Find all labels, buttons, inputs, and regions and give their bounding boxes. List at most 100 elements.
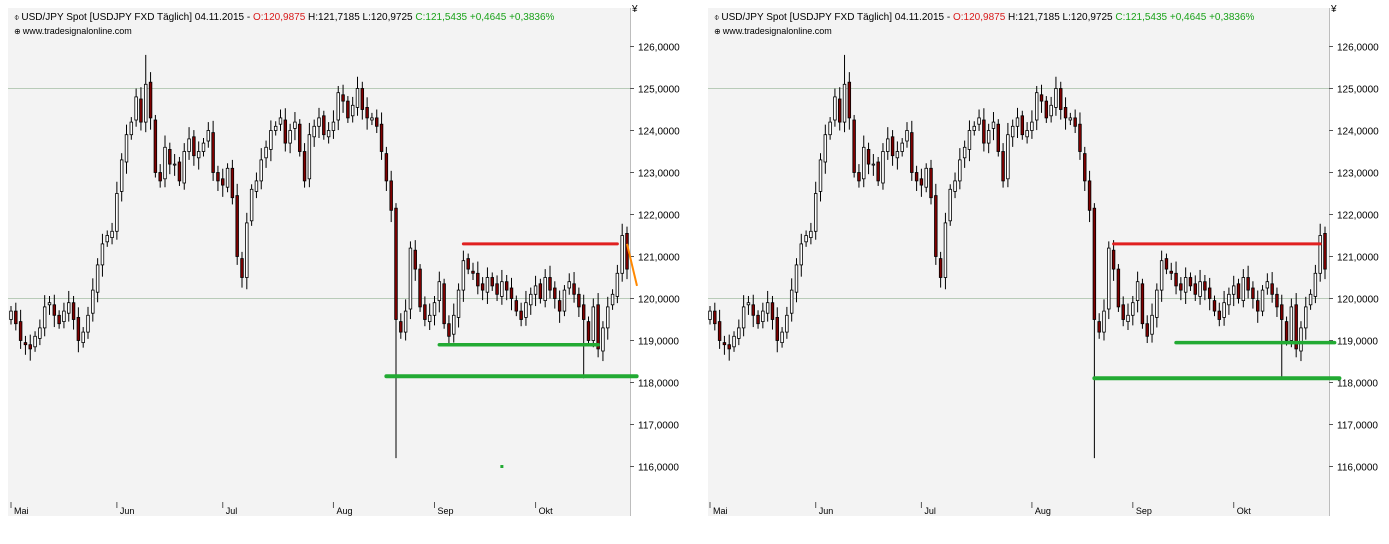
candle-body [1256, 300, 1260, 312]
candle-body [476, 272, 480, 287]
candle-body [47, 302, 52, 306]
candle-body [938, 258, 943, 278]
candle-body [996, 123, 1000, 152]
y-tick-label: 116,0000 [1337, 463, 1378, 474]
x-tick-label: Jul [924, 506, 936, 516]
candle-body [365, 107, 369, 119]
chart-panel-left: 116,0000 117,0000 118,0000 119,0000 120,0000… [8, 8, 680, 516]
candle-body [1063, 107, 1068, 119]
y-tick-label: 116,0000 [638, 463, 679, 474]
y-tick-label: 122,0000 [1337, 211, 1379, 222]
chart-title: USD/JPY Spot [USDJPY FXD Täglich] 04.11.… [21, 12, 253, 23]
candle-body [1083, 153, 1087, 182]
candle-body [1097, 321, 1101, 333]
candle-body [886, 138, 890, 152]
y-tick-label: 117,0000 [1337, 421, 1378, 432]
candle-body [1174, 272, 1178, 287]
candle-body [761, 310, 765, 323]
candle-body [172, 163, 177, 166]
candle-body [245, 222, 249, 278]
candle-body [225, 167, 230, 188]
candle-body [500, 281, 504, 297]
candle-body [432, 302, 437, 316]
candle-body [86, 314, 90, 333]
candle-body [134, 96, 138, 121]
candle-body [129, 121, 134, 136]
candle-body [804, 235, 808, 243]
candle-body [1246, 277, 1250, 291]
candle-body [982, 119, 986, 144]
candle-body [67, 302, 71, 314]
candle-body [418, 268, 422, 308]
candle-body [751, 304, 755, 316]
candle-body [18, 321, 23, 341]
candle-body [1159, 260, 1164, 291]
candle-body [177, 161, 182, 182]
y-tick-label: 119,0000 [638, 337, 679, 348]
x-tick-label: Aug [1035, 506, 1051, 516]
candle-body [553, 287, 557, 299]
candle-body [240, 258, 244, 278]
candle-body [1030, 121, 1034, 131]
source-url: www.tradesignalonline.com [722, 26, 832, 36]
candle-body [910, 132, 914, 173]
projection-arrow[interactable] [626, 243, 638, 287]
candle-body [857, 172, 861, 182]
candle-body [1020, 115, 1025, 136]
candle-body [717, 321, 722, 341]
chart-header: ⌽ USD/JPY Spot [USDJPY FXD Täglich] 04.11… [14, 12, 554, 24]
candle-body [1188, 277, 1193, 287]
candle-body [1207, 287, 1212, 299]
candle-body [794, 264, 799, 293]
candle-body [91, 289, 95, 314]
candle-body [14, 310, 18, 325]
close-change-value: C:121,5435 +0,4645 +0,3836% [415, 12, 555, 23]
candle-body [403, 310, 408, 333]
candle-body [1001, 151, 1005, 182]
candle-body [1150, 314, 1154, 335]
candle-body [144, 83, 148, 123]
chart-panel-right: 116,0000 117,0000 118,0000 119,0000 120,0000… [708, 8, 1379, 516]
candle-body [413, 249, 417, 270]
candle-body [713, 310, 717, 325]
candle-body [278, 117, 283, 125]
candle-body [1121, 304, 1125, 320]
candle-body [562, 289, 567, 312]
candle-body [182, 151, 186, 184]
candle-body [809, 230, 813, 239]
candle-body [838, 98, 842, 123]
candle-body [1308, 293, 1313, 306]
candle-body [741, 306, 746, 329]
candle-body [727, 344, 731, 350]
x-tick-label: Jul [226, 506, 238, 516]
candle-body [196, 151, 201, 159]
candle-body [533, 285, 538, 295]
source-label[interactable]: ⊕ www.tradesignalonline.com [714, 26, 832, 36]
candle-body [504, 281, 509, 291]
candle-body [962, 146, 967, 159]
candle-body [852, 119, 856, 173]
candle-body [596, 304, 600, 350]
candle-body [192, 136, 196, 157]
candle-body [158, 172, 162, 182]
candle-body [746, 302, 751, 306]
candle-body [1006, 134, 1010, 180]
candle-body [71, 302, 76, 320]
candle-body [1049, 104, 1053, 117]
candle-body [606, 306, 610, 329]
candle-body [168, 148, 172, 165]
candle-body [57, 314, 61, 325]
candle-body [914, 172, 919, 182]
candle-body [52, 304, 57, 316]
candle-body [326, 130, 331, 138]
candle-body [346, 100, 350, 119]
candle-body [577, 293, 581, 308]
source-label[interactable]: ⊕ www.tradesignalonline.com [14, 26, 132, 36]
candle-body [427, 314, 432, 322]
open-value: O:120,9875 [253, 12, 306, 23]
x-tick-label: Mai [713, 506, 728, 516]
candle-body [1270, 283, 1274, 295]
candle-body [379, 123, 384, 152]
candle-body [9, 310, 13, 320]
candle-body [1284, 321, 1289, 341]
